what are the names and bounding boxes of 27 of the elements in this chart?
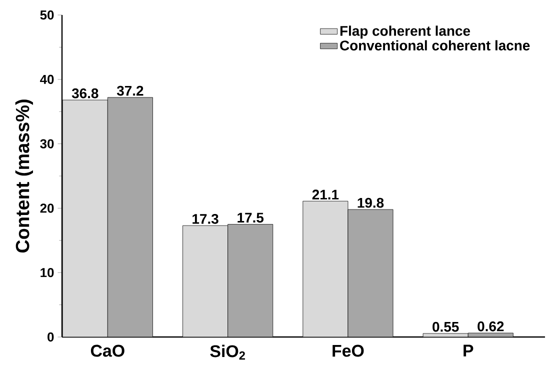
- legend-label: Flap coherent lance: [340, 26, 470, 39]
- bar: [107, 97, 153, 337]
- x-tick-label: SiO$_{2}$: [210, 344, 245, 360]
- bar: [182, 225, 228, 337]
- data-label: 36.8: [72, 88, 98, 98]
- x-tick-label: P: [464, 344, 474, 356]
- x-tick-label: CaO: [90, 344, 124, 357]
- y-tick-label: 0: [48, 332, 54, 342]
- y-tick-label: 30: [40, 139, 54, 148]
- bar: [348, 209, 394, 337]
- bar: [302, 200, 348, 337]
- data-label: 0.55: [432, 322, 459, 332]
- y-tick-label: 10: [40, 268, 54, 278]
- y-axis-title: Content (mass%): [15, 100, 33, 253]
- data-label: 19.8: [358, 198, 384, 208]
- data-label: 21.1: [312, 190, 339, 200]
- y-tick-label: 50: [40, 10, 54, 20]
- x-tick-label: FeO: [332, 344, 364, 357]
- data-label: 17.5: [238, 212, 264, 223]
- bar: [228, 224, 274, 337]
- legend-label: Conventional coherent lacne: [340, 40, 530, 50]
- y-tick-label: 40: [40, 74, 54, 84]
- data-label: 0.62: [478, 321, 504, 332]
- y-tick-label: 20: [40, 204, 54, 213]
- bar: [62, 100, 108, 337]
- data-label: 37.2: [116, 86, 144, 96]
- data-label: 17.3: [192, 214, 218, 224]
